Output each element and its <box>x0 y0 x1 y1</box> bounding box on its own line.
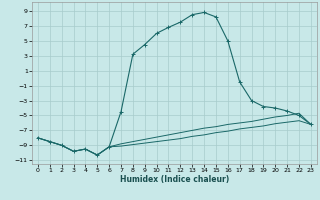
X-axis label: Humidex (Indice chaleur): Humidex (Indice chaleur) <box>120 175 229 184</box>
